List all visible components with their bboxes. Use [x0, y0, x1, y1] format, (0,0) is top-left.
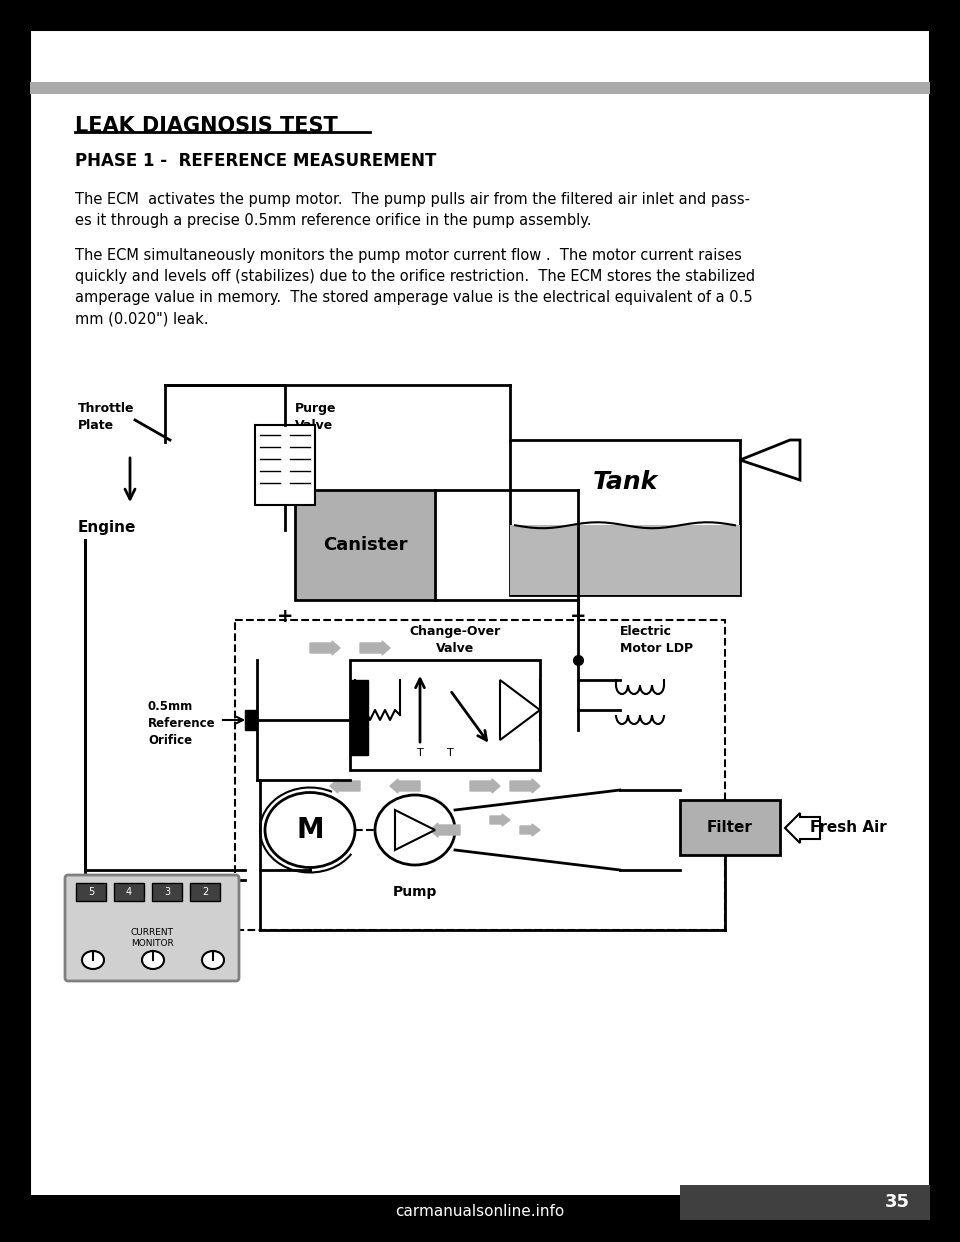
FancyArrow shape — [390, 779, 420, 792]
Bar — [350, 681, 368, 755]
Text: T: T — [446, 748, 453, 758]
Text: 0.5mm
Reference
Orifice: 0.5mm Reference Orifice — [148, 700, 216, 746]
Text: LEAK DIAGNOSIS TEST: LEAK DIAGNOSIS TEST — [75, 116, 338, 137]
Ellipse shape — [375, 795, 455, 864]
Bar — [190, 883, 220, 900]
FancyArrow shape — [360, 641, 390, 655]
Text: Tank: Tank — [592, 469, 658, 494]
Polygon shape — [740, 440, 800, 479]
Ellipse shape — [142, 951, 164, 969]
Text: Throttle
Plate: Throttle Plate — [78, 402, 134, 432]
Bar — [510, 525, 740, 595]
Text: M: M — [297, 816, 324, 845]
FancyArrow shape — [490, 814, 510, 826]
Text: Engine: Engine — [78, 520, 136, 535]
Text: Filter: Filter — [708, 820, 753, 835]
Bar — [30, 82, 930, 94]
Text: Canister: Canister — [323, 537, 407, 554]
Text: PHASE 1 -  REFERENCE MEASUREMENT: PHASE 1 - REFERENCE MEASUREMENT — [75, 152, 437, 170]
Text: Change-Over
Valve: Change-Over Valve — [409, 625, 500, 655]
Text: 5: 5 — [88, 887, 94, 897]
Bar — [510, 440, 740, 595]
Ellipse shape — [265, 792, 355, 867]
Text: 3: 3 — [164, 887, 170, 897]
Bar — [76, 883, 106, 900]
Bar — [30, 1195, 930, 1230]
Bar — [152, 883, 182, 900]
Text: +: + — [569, 607, 587, 626]
Bar — [235, 620, 725, 930]
Bar — [295, 491, 435, 600]
Text: The ECM simultaneously monitors the pump motor current flow .  The motor current: The ECM simultaneously monitors the pump… — [75, 248, 756, 325]
FancyArrow shape — [330, 779, 360, 792]
Text: Electric
Motor LDP: Electric Motor LDP — [620, 625, 693, 655]
FancyArrow shape — [510, 779, 540, 792]
FancyArrow shape — [430, 823, 460, 837]
Text: Fresh Air: Fresh Air — [810, 821, 887, 836]
Bar — [245, 710, 257, 730]
Bar — [114, 883, 144, 900]
Bar — [680, 800, 780, 854]
Text: +: + — [276, 607, 293, 626]
Polygon shape — [500, 681, 540, 740]
Text: 35: 35 — [885, 1194, 910, 1211]
Text: The ECM  activates the pump motor.  The pump pulls air from the filtered air inl: The ECM activates the pump motor. The pu… — [75, 193, 750, 229]
Text: 2: 2 — [202, 887, 208, 897]
Text: carmanualsonline.info: carmanualsonline.info — [396, 1205, 564, 1220]
Polygon shape — [395, 810, 435, 850]
Text: T: T — [417, 748, 423, 758]
Bar — [680, 1185, 930, 1220]
Ellipse shape — [82, 951, 104, 969]
Text: Purge
Valve: Purge Valve — [295, 402, 337, 432]
FancyArrow shape — [310, 641, 340, 655]
Text: 4: 4 — [126, 887, 132, 897]
FancyArrow shape — [785, 814, 820, 843]
FancyBboxPatch shape — [65, 876, 239, 981]
Text: Pump: Pump — [393, 886, 437, 899]
FancyArrow shape — [520, 823, 540, 836]
Bar — [350, 660, 540, 770]
Bar — [255, 425, 315, 505]
Text: CURRENT
MONITOR: CURRENT MONITOR — [131, 928, 174, 948]
Ellipse shape — [202, 951, 224, 969]
FancyArrow shape — [470, 779, 500, 792]
